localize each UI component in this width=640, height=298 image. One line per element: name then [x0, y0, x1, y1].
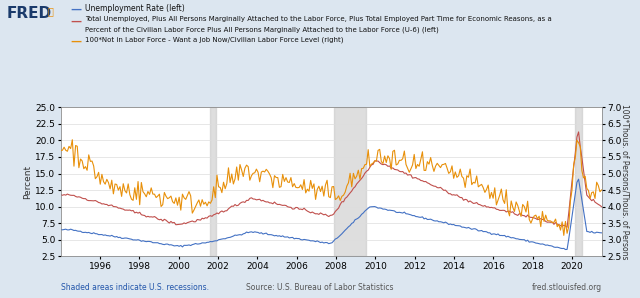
- Text: —: —: [70, 4, 81, 15]
- Bar: [335, 107, 365, 256]
- Text: Unemployment Rate (left): Unemployment Rate (left): [85, 4, 185, 13]
- Bar: [575, 107, 582, 256]
- Y-axis label: 100*Thous. of Persons/Thous. of Persons: 100*Thous. of Persons/Thous. of Persons: [621, 104, 630, 260]
- Bar: [210, 107, 216, 256]
- Text: FRED: FRED: [6, 6, 52, 21]
- Text: Total Unemployed, Plus All Persons Marginally Attached to the Labor Force, Plus : Total Unemployed, Plus All Persons Margi…: [85, 16, 552, 22]
- Text: Percent of the Civilian Labor Force Plus All Persons Marginally Attached to the : Percent of the Civilian Labor Force Plus…: [85, 26, 439, 33]
- Text: Source: U.S. Bureau of Labor Statistics: Source: U.S. Bureau of Labor Statistics: [246, 283, 394, 292]
- Text: —: —: [70, 16, 81, 27]
- Text: 100*Not in Labor Force - Want a Job Now/Civilian Labor Force Level (right): 100*Not in Labor Force - Want a Job Now/…: [85, 36, 344, 43]
- Text: Shaded areas indicate U.S. recessions.: Shaded areas indicate U.S. recessions.: [61, 283, 209, 292]
- Text: fred.stlouisfed.org: fred.stlouisfed.org: [531, 283, 602, 292]
- Y-axis label: Percent: Percent: [23, 165, 33, 199]
- Text: 🗠: 🗠: [48, 6, 54, 16]
- Text: —: —: [70, 36, 81, 46]
